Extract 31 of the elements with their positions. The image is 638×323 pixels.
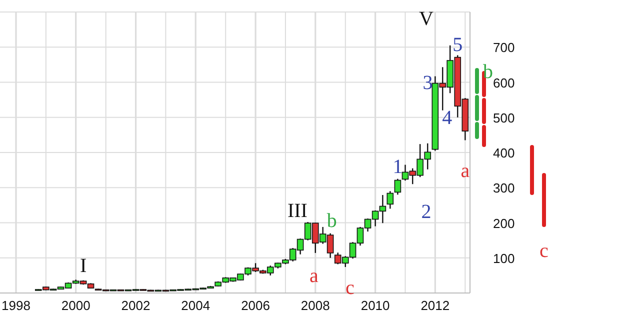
annotation: a (460, 160, 470, 182)
y-tick-label: 600 (493, 75, 515, 90)
text: b (483, 61, 493, 83)
y-tick-label: 300 (493, 180, 515, 196)
y-tick-label: 500 (493, 110, 515, 126)
annotation: 5 (452, 34, 463, 56)
annotation: c (345, 277, 354, 299)
x-tick-label: 2004 (181, 298, 210, 313)
x-tick-label: 2012 (420, 298, 450, 313)
candlestick (394, 178, 402, 196)
y-tick-label: 200 (493, 216, 515, 231)
x-tick-label: 2010 (360, 298, 390, 313)
y-tick-label: 100 (493, 250, 515, 266)
annotation: 1 (392, 156, 403, 178)
annotation: V (418, 8, 434, 30)
x-tick-label: 2000 (61, 298, 90, 313)
annotation: a (309, 265, 318, 287)
annotation: b (326, 210, 337, 232)
x-tick-label: 2008 (300, 298, 330, 313)
candlestick (386, 190, 394, 210)
annotation: 2 (421, 201, 432, 223)
y-tick-label: 700 (493, 40, 515, 56)
annotation: 4 (442, 107, 452, 129)
annotation: I (80, 255, 87, 277)
annotation: 3 (422, 72, 433, 94)
x-tick-label: 1998 (2, 298, 30, 313)
x-tick-label: 2006 (241, 298, 270, 313)
x-tick-label: 2002 (121, 298, 150, 313)
annotation: III (287, 200, 308, 222)
text: c (540, 240, 549, 262)
y-tick-label: 400 (493, 146, 515, 160)
